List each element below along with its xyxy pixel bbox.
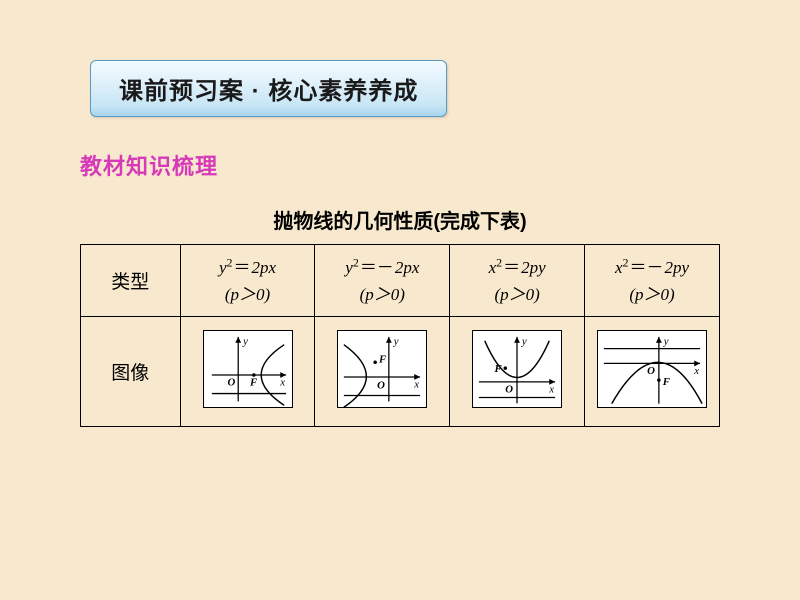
condition-text: (p＞0) — [360, 285, 405, 304]
svg-text:x: x — [548, 384, 554, 396]
svg-text:F: F — [248, 377, 256, 389]
parabola-right-graph: y x O F — [203, 330, 293, 408]
eq-cell-2: y2＝－2px (p＞0) — [315, 245, 450, 317]
svg-text:F: F — [494, 363, 502, 375]
svg-text:O: O — [505, 384, 513, 396]
row-label-graph: 图像 — [81, 317, 181, 427]
parabola-left-graph: y x O F — [337, 330, 427, 408]
graph-cell-right: y x O F — [180, 317, 315, 427]
table-row-graph: 图像 y x O F — [81, 317, 720, 427]
graph-cell-left: y x O F — [315, 317, 450, 427]
svg-text:y: y — [521, 336, 527, 348]
svg-text:F: F — [662, 376, 671, 388]
table-row-type: 类型 y2＝2px (p＞0) y2＝－2px (p＞0) x2＝2py (p＞… — [81, 245, 720, 317]
equation-text: y2＝2px — [219, 258, 276, 277]
svg-text:O: O — [377, 380, 385, 392]
svg-text:x: x — [279, 377, 285, 389]
row-label-type: 类型 — [81, 245, 181, 317]
svg-text:O: O — [647, 365, 655, 377]
parabola-down-graph: y x O F — [597, 330, 707, 408]
equation-text: y2＝－2px — [345, 258, 419, 277]
equation-text: x2＝2py — [489, 258, 546, 277]
condition-text: (p＞0) — [225, 285, 270, 304]
header-banner: 课前预习案 · 核心素养养成 — [90, 60, 447, 117]
svg-text:O: O — [227, 377, 235, 389]
svg-text:x: x — [693, 365, 699, 377]
svg-text:x: x — [414, 379, 420, 391]
svg-text:y: y — [663, 336, 669, 348]
svg-text:y: y — [242, 336, 248, 348]
equation-text: x2＝－2py — [615, 258, 689, 277]
slide-container: 课前预习案 · 核心素养养成 教材知识梳理 抛物线的几何性质(完成下表) 类型 … — [0, 0, 800, 427]
parabola-table: 类型 y2＝2px (p＞0) y2＝－2px (p＞0) x2＝2py (p＞… — [80, 244, 720, 427]
parabola-up-graph: y x O F — [472, 330, 562, 408]
condition-text: (p＞0) — [629, 285, 674, 304]
eq-cell-4: x2＝－2py (p＞0) — [585, 245, 720, 317]
graph-cell-up: y x O F — [450, 317, 585, 427]
condition-text: (p＞0) — [494, 285, 539, 304]
eq-cell-3: x2＝2py (p＞0) — [450, 245, 585, 317]
svg-text:F: F — [378, 353, 386, 365]
table-title: 抛物线的几何性质(完成下表) — [60, 205, 740, 234]
eq-cell-1: y2＝2px (p＞0) — [180, 245, 315, 317]
svg-text:y: y — [393, 336, 399, 348]
graph-cell-down: y x O F — [585, 317, 720, 427]
subheading: 教材知识梳理 — [80, 149, 740, 181]
